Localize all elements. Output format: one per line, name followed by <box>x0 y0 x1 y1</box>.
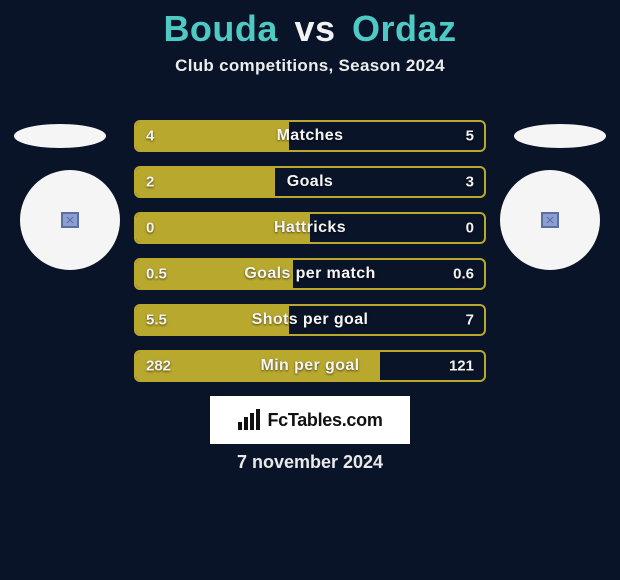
stat-value-right: 5 <box>466 128 474 145</box>
stat-row: 0 Hattricks 0 <box>134 212 486 244</box>
stat-row: 282 Min per goal 121 <box>134 350 486 382</box>
date-label: 7 november 2024 <box>0 452 620 473</box>
stat-row: 4 Matches 5 <box>134 120 486 152</box>
club-badge-right-small <box>514 124 606 148</box>
stat-row: 0.5 Goals per match 0.6 <box>134 258 486 290</box>
player-photo-left <box>20 170 120 270</box>
brand-text: FcTables.com <box>267 410 382 431</box>
stat-label: Shots per goal <box>136 311 484 329</box>
player-photo-right <box>500 170 600 270</box>
vs-text: vs <box>294 8 335 49</box>
stat-row: 5.5 Shots per goal 7 <box>134 304 486 336</box>
stat-label: Goals <box>136 173 484 191</box>
subtitle: Club competitions, Season 2024 <box>0 56 620 76</box>
stat-value-right: 7 <box>466 312 474 329</box>
bars-icon <box>237 409 261 431</box>
stat-label: Goals per match <box>136 265 484 283</box>
stat-value-right: 0.6 <box>453 266 474 283</box>
stat-label: Matches <box>136 127 484 145</box>
player2-name: Ordaz <box>352 8 457 49</box>
stat-row: 2 Goals 3 <box>134 166 486 198</box>
stat-rows: 4 Matches 5 2 Goals 3 0 Hattricks 0 0.5 … <box>134 120 486 396</box>
player1-name: Bouda <box>163 8 278 49</box>
club-badge-left-small <box>14 124 106 148</box>
comparison-title: Bouda vs Ordaz <box>0 0 620 50</box>
image-placeholder-icon <box>61 212 79 228</box>
stat-label: Hattricks <box>136 219 484 237</box>
image-placeholder-icon <box>541 212 559 228</box>
stat-value-right: 3 <box>466 174 474 191</box>
stat-label: Min per goal <box>136 357 484 375</box>
stat-value-right: 0 <box>466 220 474 237</box>
brand-badge: FcTables.com <box>210 396 410 444</box>
stat-value-right: 121 <box>449 358 474 375</box>
